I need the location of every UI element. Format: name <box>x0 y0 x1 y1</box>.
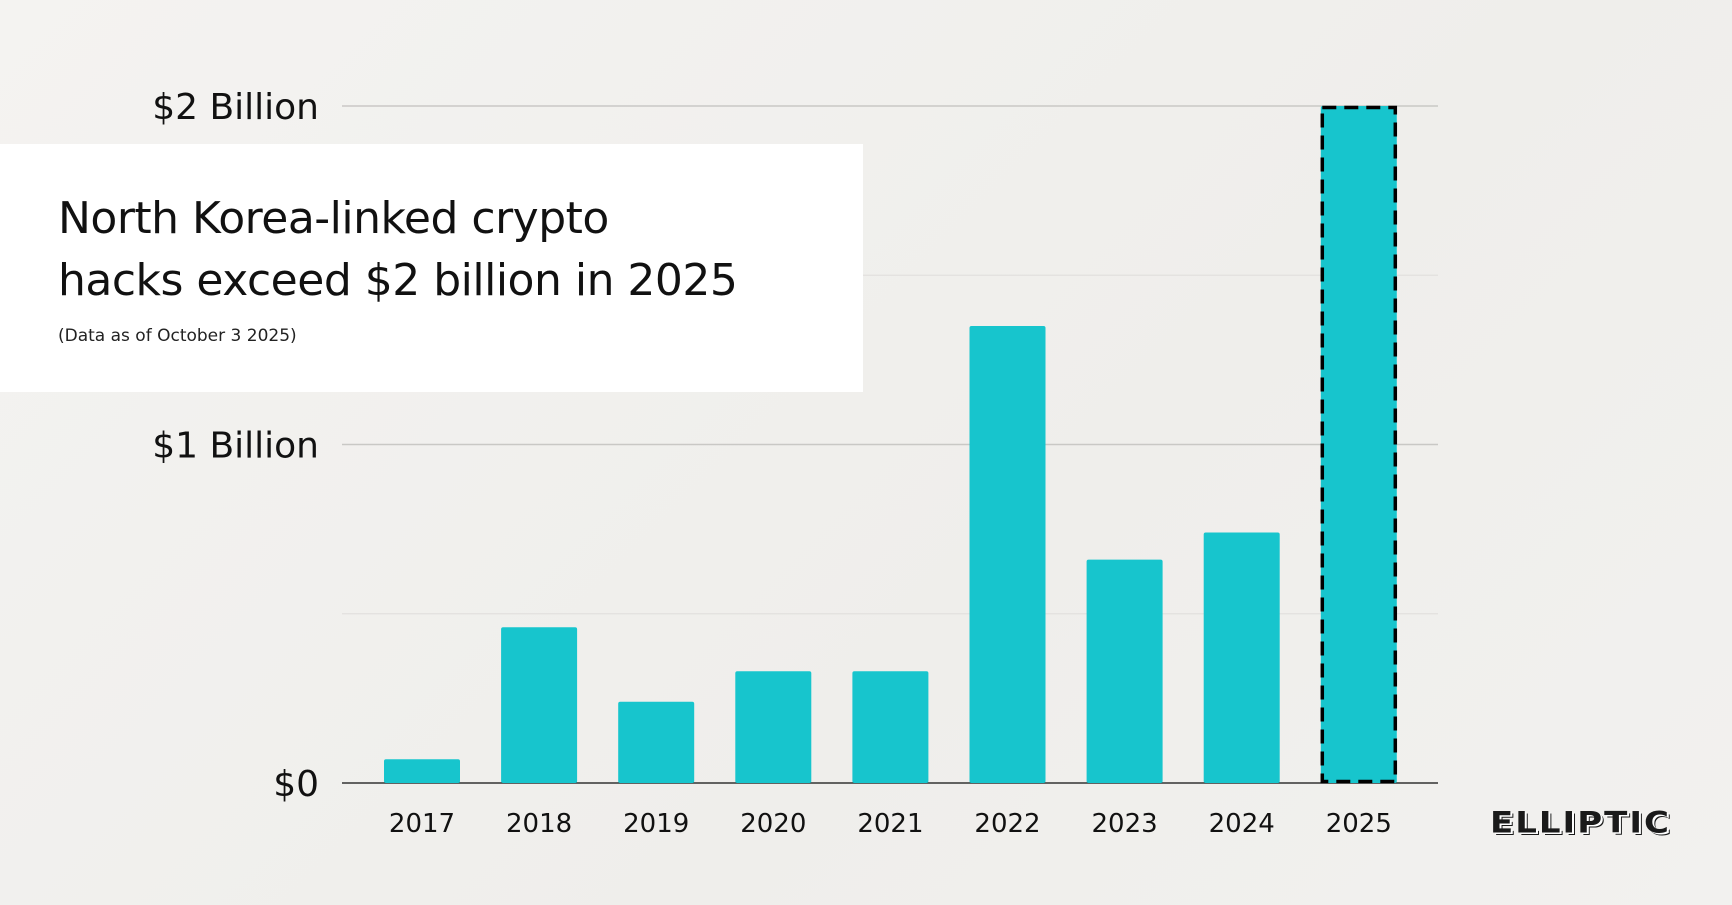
bar-2025 <box>1320 106 1397 783</box>
x-tick-label: 2017 <box>389 809 455 839</box>
bar-2017 <box>384 759 460 783</box>
elliptic-logo: ELLIPTIC <box>1490 806 1671 840</box>
bar-2020 <box>735 671 812 783</box>
bar-2022 <box>969 326 1046 783</box>
x-tick-label: 2021 <box>857 809 923 839</box>
x-tick-label: 2023 <box>1092 809 1158 839</box>
bar-2021 <box>852 671 929 783</box>
y-tick-label: $1 Billion <box>152 426 319 467</box>
bar-2024 <box>1203 532 1280 783</box>
y-tick-label: $0 <box>273 764 319 805</box>
x-tick-label: 2024 <box>1209 809 1275 839</box>
highlight-outline <box>1320 105 1398 784</box>
title-line-1: North Korea-linked crypto <box>58 193 609 244</box>
x-tick-label: 2020 <box>740 809 806 839</box>
title-line-2: hacks exceed $2 billion in 2025 <box>58 255 738 306</box>
bar-2019 <box>618 701 695 783</box>
bar-2018 <box>501 627 578 783</box>
x-tick-label: 2025 <box>1326 809 1392 839</box>
bar-2023 <box>1086 559 1163 783</box>
title-card <box>0 144 863 392</box>
chart-subtitle: (Data as of October 3 2025) <box>58 326 297 346</box>
x-tick-label: 2018 <box>506 809 572 839</box>
x-tick-label: 2019 <box>623 809 689 839</box>
x-tick-label: 2022 <box>974 809 1040 839</box>
y-tick-label: $2 Billion <box>152 87 319 128</box>
chart-title: North Korea-linked crypto hacks exceed $2… <box>58 188 858 312</box>
